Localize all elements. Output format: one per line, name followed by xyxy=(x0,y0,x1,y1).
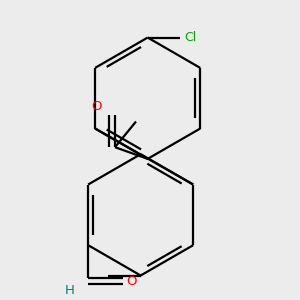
Text: H: H xyxy=(64,284,74,297)
Text: O: O xyxy=(91,100,102,113)
Text: Cl: Cl xyxy=(184,31,196,44)
Text: O: O xyxy=(127,274,137,287)
